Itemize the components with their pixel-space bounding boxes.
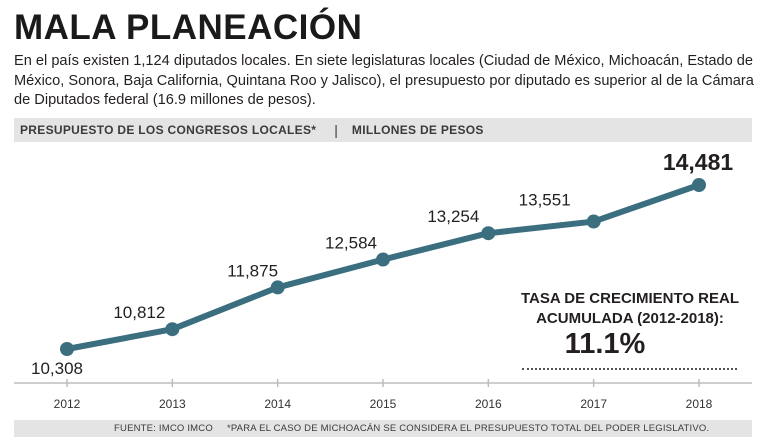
x-tick-label: 2018 <box>686 397 713 411</box>
data-label: 13,551 <box>519 191 571 210</box>
footer-note: *PARA EL CASO DE MICHOACÁN SE CONSIDERA … <box>226 423 710 434</box>
data-point <box>481 226 496 241</box>
data-point <box>376 252 390 267</box>
data-point <box>270 280 285 295</box>
footer-bar: FUENTE: IMCO IMCO *PARA EL CASO DE MICHO… <box>14 420 752 437</box>
growth-rate-label: TASA DE CRECIMIENTO REAL ACUMULADA (2012… <box>510 289 750 329</box>
growth-dotted-rule <box>522 368 737 370</box>
chart-unit-label: MILLONES DE PESOS <box>351 123 484 137</box>
x-tick-label: 2017 <box>580 397 607 411</box>
data-label: 13,254 <box>427 207 479 226</box>
data-label: 11,875 <box>227 261 278 280</box>
x-tick-label: 2016 <box>475 397 502 411</box>
intro-text: En el país existen 1,124 diputados local… <box>14 53 754 108</box>
data-label: 12,584 <box>325 234 377 253</box>
x-tick-label: 2012 <box>54 397 81 411</box>
data-point <box>586 214 601 229</box>
growth-label-line1: TASA DE CRECIMIENTO REAL <box>520 290 740 307</box>
chart-title: PRESUPUESTO DE LOS CONGRESOS LOCALES* <box>20 123 317 137</box>
data-point <box>60 342 74 356</box>
growth-rate-value: 11.1% <box>564 328 646 360</box>
data-label: 10,308 <box>31 359 83 378</box>
x-tick-label: 2013 <box>159 397 186 411</box>
data-point <box>692 178 706 192</box>
data-label: 14,481 <box>663 149 734 175</box>
footer-source: FUENTE: IMCO IMCO <box>114 423 213 434</box>
data-label: 10,812 <box>113 303 165 322</box>
x-tick-label: 2014 <box>264 397 291 411</box>
subtitle-separator: | <box>334 122 338 138</box>
chart-subtitle-bar: PRESUPUESTO DE LOS CONGRESOS LOCALES* | … <box>14 118 752 142</box>
data-point <box>165 322 180 337</box>
growth-label-line2: ACUMULADA (2012-2018): <box>536 310 724 327</box>
page-title: MALA PLANEACIÓN <box>14 8 363 47</box>
x-tick-label: 2015 <box>370 397 397 411</box>
